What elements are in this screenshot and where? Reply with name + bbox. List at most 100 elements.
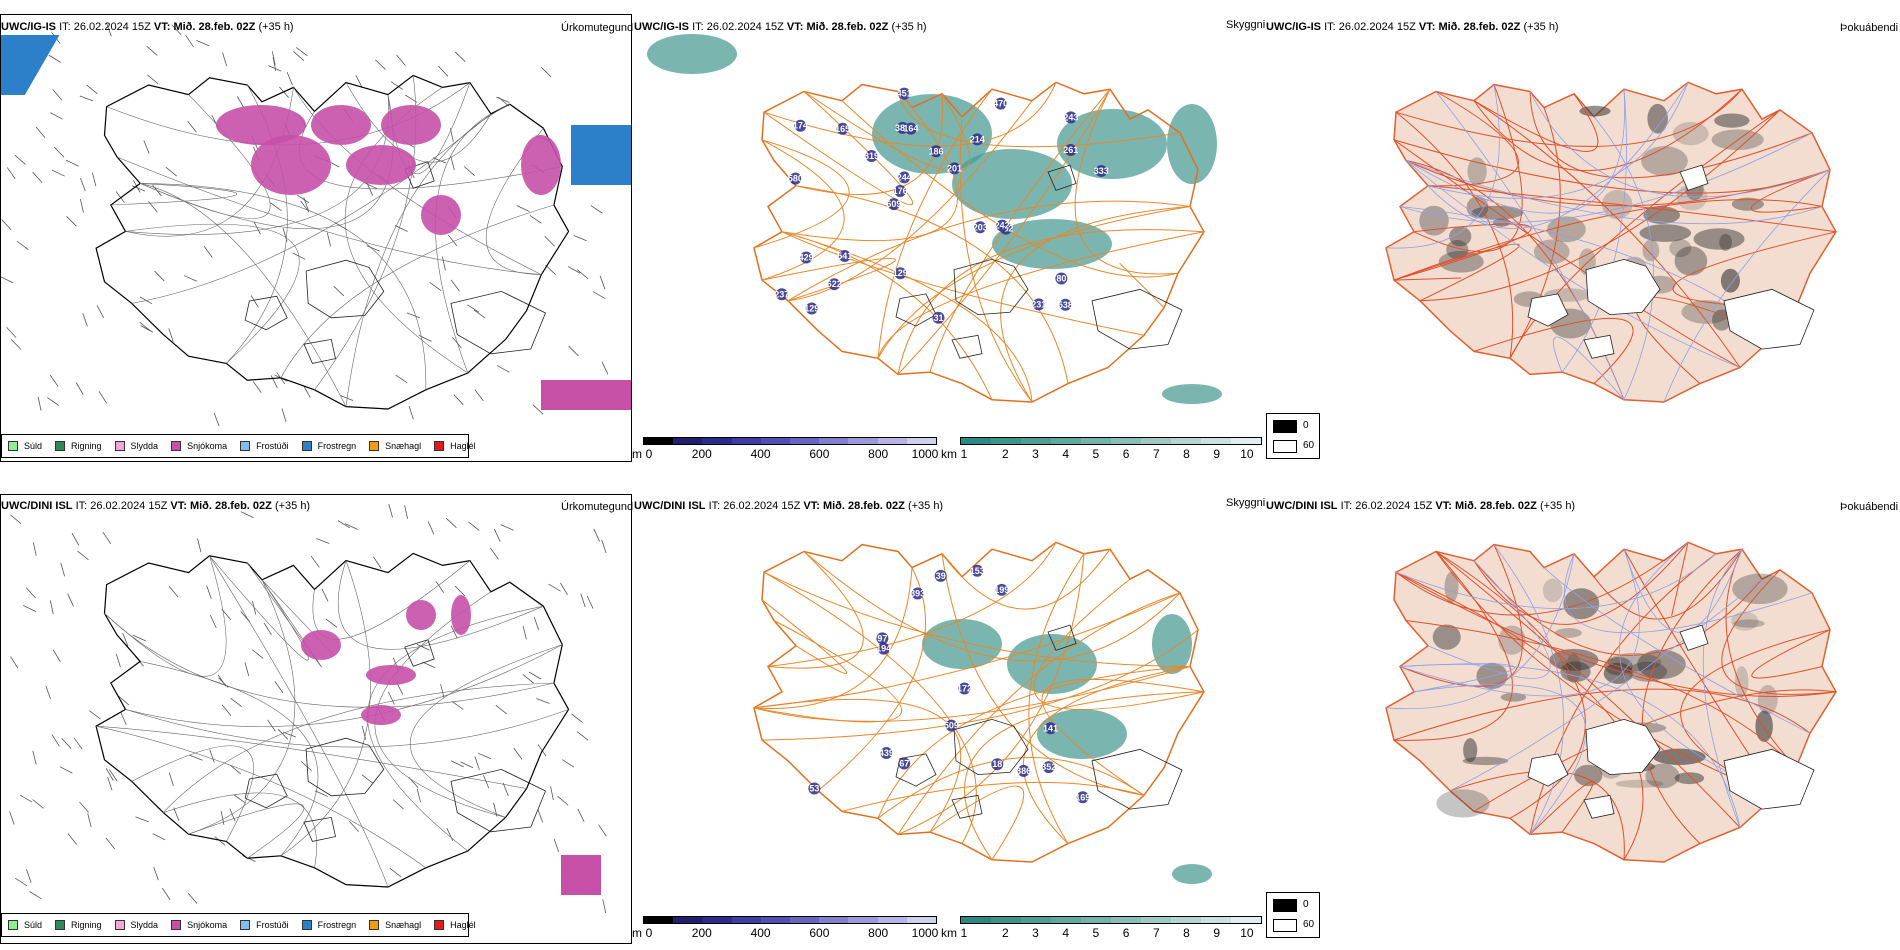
colorbar-step — [1021, 917, 1051, 923]
road-line — [1473, 560, 1763, 656]
colorbar-tick: 200 — [691, 447, 712, 461]
wind-barb — [107, 776, 113, 791]
glacier-outline — [1091, 748, 1183, 810]
wind-barb — [189, 754, 203, 761]
model-name: UWC/IG-IS — [1, 21, 56, 33]
wind-barb — [500, 524, 514, 531]
fog-indicator-area — [1555, 628, 1582, 638]
vt-value: Mið. 28.feb. 02Z — [1438, 21, 1521, 33]
snow-depth-label: 261 — [1063, 145, 1078, 155]
legend-swatch — [434, 441, 445, 451]
wind-barb — [496, 96, 510, 103]
road-line — [1641, 548, 1743, 844]
fog-swatch-high — [1273, 899, 1297, 912]
colorbar-tick: 4 — [1062, 926, 1070, 940]
road-line — [1405, 160, 1741, 368]
vt-label: VT: — [1435, 500, 1452, 512]
wind-barb — [438, 65, 449, 77]
vt-label: VT: — [786, 21, 804, 33]
colorbar-tick: 0 — [645, 926, 653, 940]
wind-barb — [168, 772, 174, 786]
wind-barb — [14, 154, 26, 165]
colorbar-step — [790, 917, 820, 923]
fog-indicator-area — [1637, 649, 1686, 679]
it-value: 26.02.2024 15Z — [90, 500, 168, 512]
colorbar-tick: 7 — [1152, 926, 1160, 940]
fog-indicator-area — [1466, 196, 1489, 219]
snow-depth-label: 129 — [804, 304, 819, 314]
wind-barb — [576, 731, 589, 741]
colorbar-step — [819, 917, 849, 923]
fog-indicator-area — [1714, 113, 1750, 128]
wind-barb — [580, 593, 586, 608]
road-line — [1725, 548, 1797, 769]
road-line — [1022, 666, 1191, 844]
wind-barb — [10, 339, 22, 350]
snow-area — [301, 630, 341, 660]
wind-barb — [71, 532, 80, 546]
model-name: UWC/DINI ISL — [634, 500, 706, 512]
wind-barb — [361, 774, 374, 784]
glacier-outline — [244, 773, 288, 809]
wind-barb — [516, 205, 530, 212]
wind-barb — [416, 788, 421, 803]
wind-barb — [168, 585, 179, 598]
legend-label: Rigning — [71, 441, 102, 451]
precip-type-panel-top — [0, 14, 632, 462]
wind-barb — [67, 593, 74, 607]
wind-barb — [240, 511, 254, 519]
snow-depth-label: 541 — [837, 251, 852, 261]
fog-label-high: 0 — [1303, 899, 1309, 910]
road-line — [795, 185, 1069, 384]
colorbar-tick: 6 — [1122, 926, 1130, 940]
snow-depth-label: 31 — [933, 313, 943, 323]
wind-barb — [568, 345, 579, 357]
wind-barb — [562, 759, 575, 768]
fog-panel-top — [1264, 14, 1900, 434]
lead-time: (+35 h) — [258, 21, 294, 33]
wind-barb — [171, 24, 182, 36]
snow-depth-label: 164 — [903, 124, 918, 134]
snow-area — [521, 135, 561, 195]
snow-depth-label: 622 — [827, 279, 842, 289]
panel-title-fog-top: Þokuábendi — [1840, 22, 1899, 34]
wind-barb — [16, 241, 29, 251]
snow-depth-label: 439 — [879, 748, 894, 758]
wind-barb — [325, 618, 338, 628]
wind-barb — [427, 521, 435, 535]
lead-time: (+35 h) — [907, 500, 944, 512]
wind-barb — [263, 622, 272, 636]
wind-barb — [59, 766, 73, 774]
wind-barb — [522, 625, 527, 640]
colorbar-step — [1201, 917, 1231, 923]
wind-barb — [67, 833, 78, 845]
wind-barb — [35, 126, 46, 138]
glacier-outline — [303, 338, 336, 364]
wind-barb — [267, 719, 276, 732]
visibility-panel-bottom: 53 141 172 509 393 153 352 199 386 439 169 194 67 39 1… — [632, 494, 1264, 914]
wind-barb — [183, 275, 198, 282]
fog-indicator-area — [1449, 226, 1472, 247]
road-line — [409, 644, 563, 818]
colorbar-step — [1021, 438, 1051, 444]
wind-barb — [446, 827, 454, 841]
wind-barb — [120, 711, 127, 726]
road-line — [763, 571, 1191, 667]
wind-barb — [474, 756, 480, 770]
fog-indicator-area — [1669, 239, 1692, 258]
snow-area — [346, 145, 416, 185]
road-line — [1435, 551, 1741, 828]
road-line — [96, 725, 527, 789]
colorbar-tick: 1000 — [911, 926, 939, 940]
wind-barb — [135, 816, 149, 823]
wind-barb — [91, 172, 97, 187]
snow-area — [451, 595, 471, 635]
fog-indicator-area — [1560, 661, 1591, 682]
snow-depth-spot — [880, 747, 893, 760]
wind-barb — [109, 769, 118, 782]
road-line — [877, 757, 1145, 819]
wind-barb — [89, 710, 101, 720]
colorbar-step — [644, 438, 674, 444]
fog-indicator-area — [1731, 197, 1764, 211]
fog-indicator-area — [1734, 666, 1749, 698]
